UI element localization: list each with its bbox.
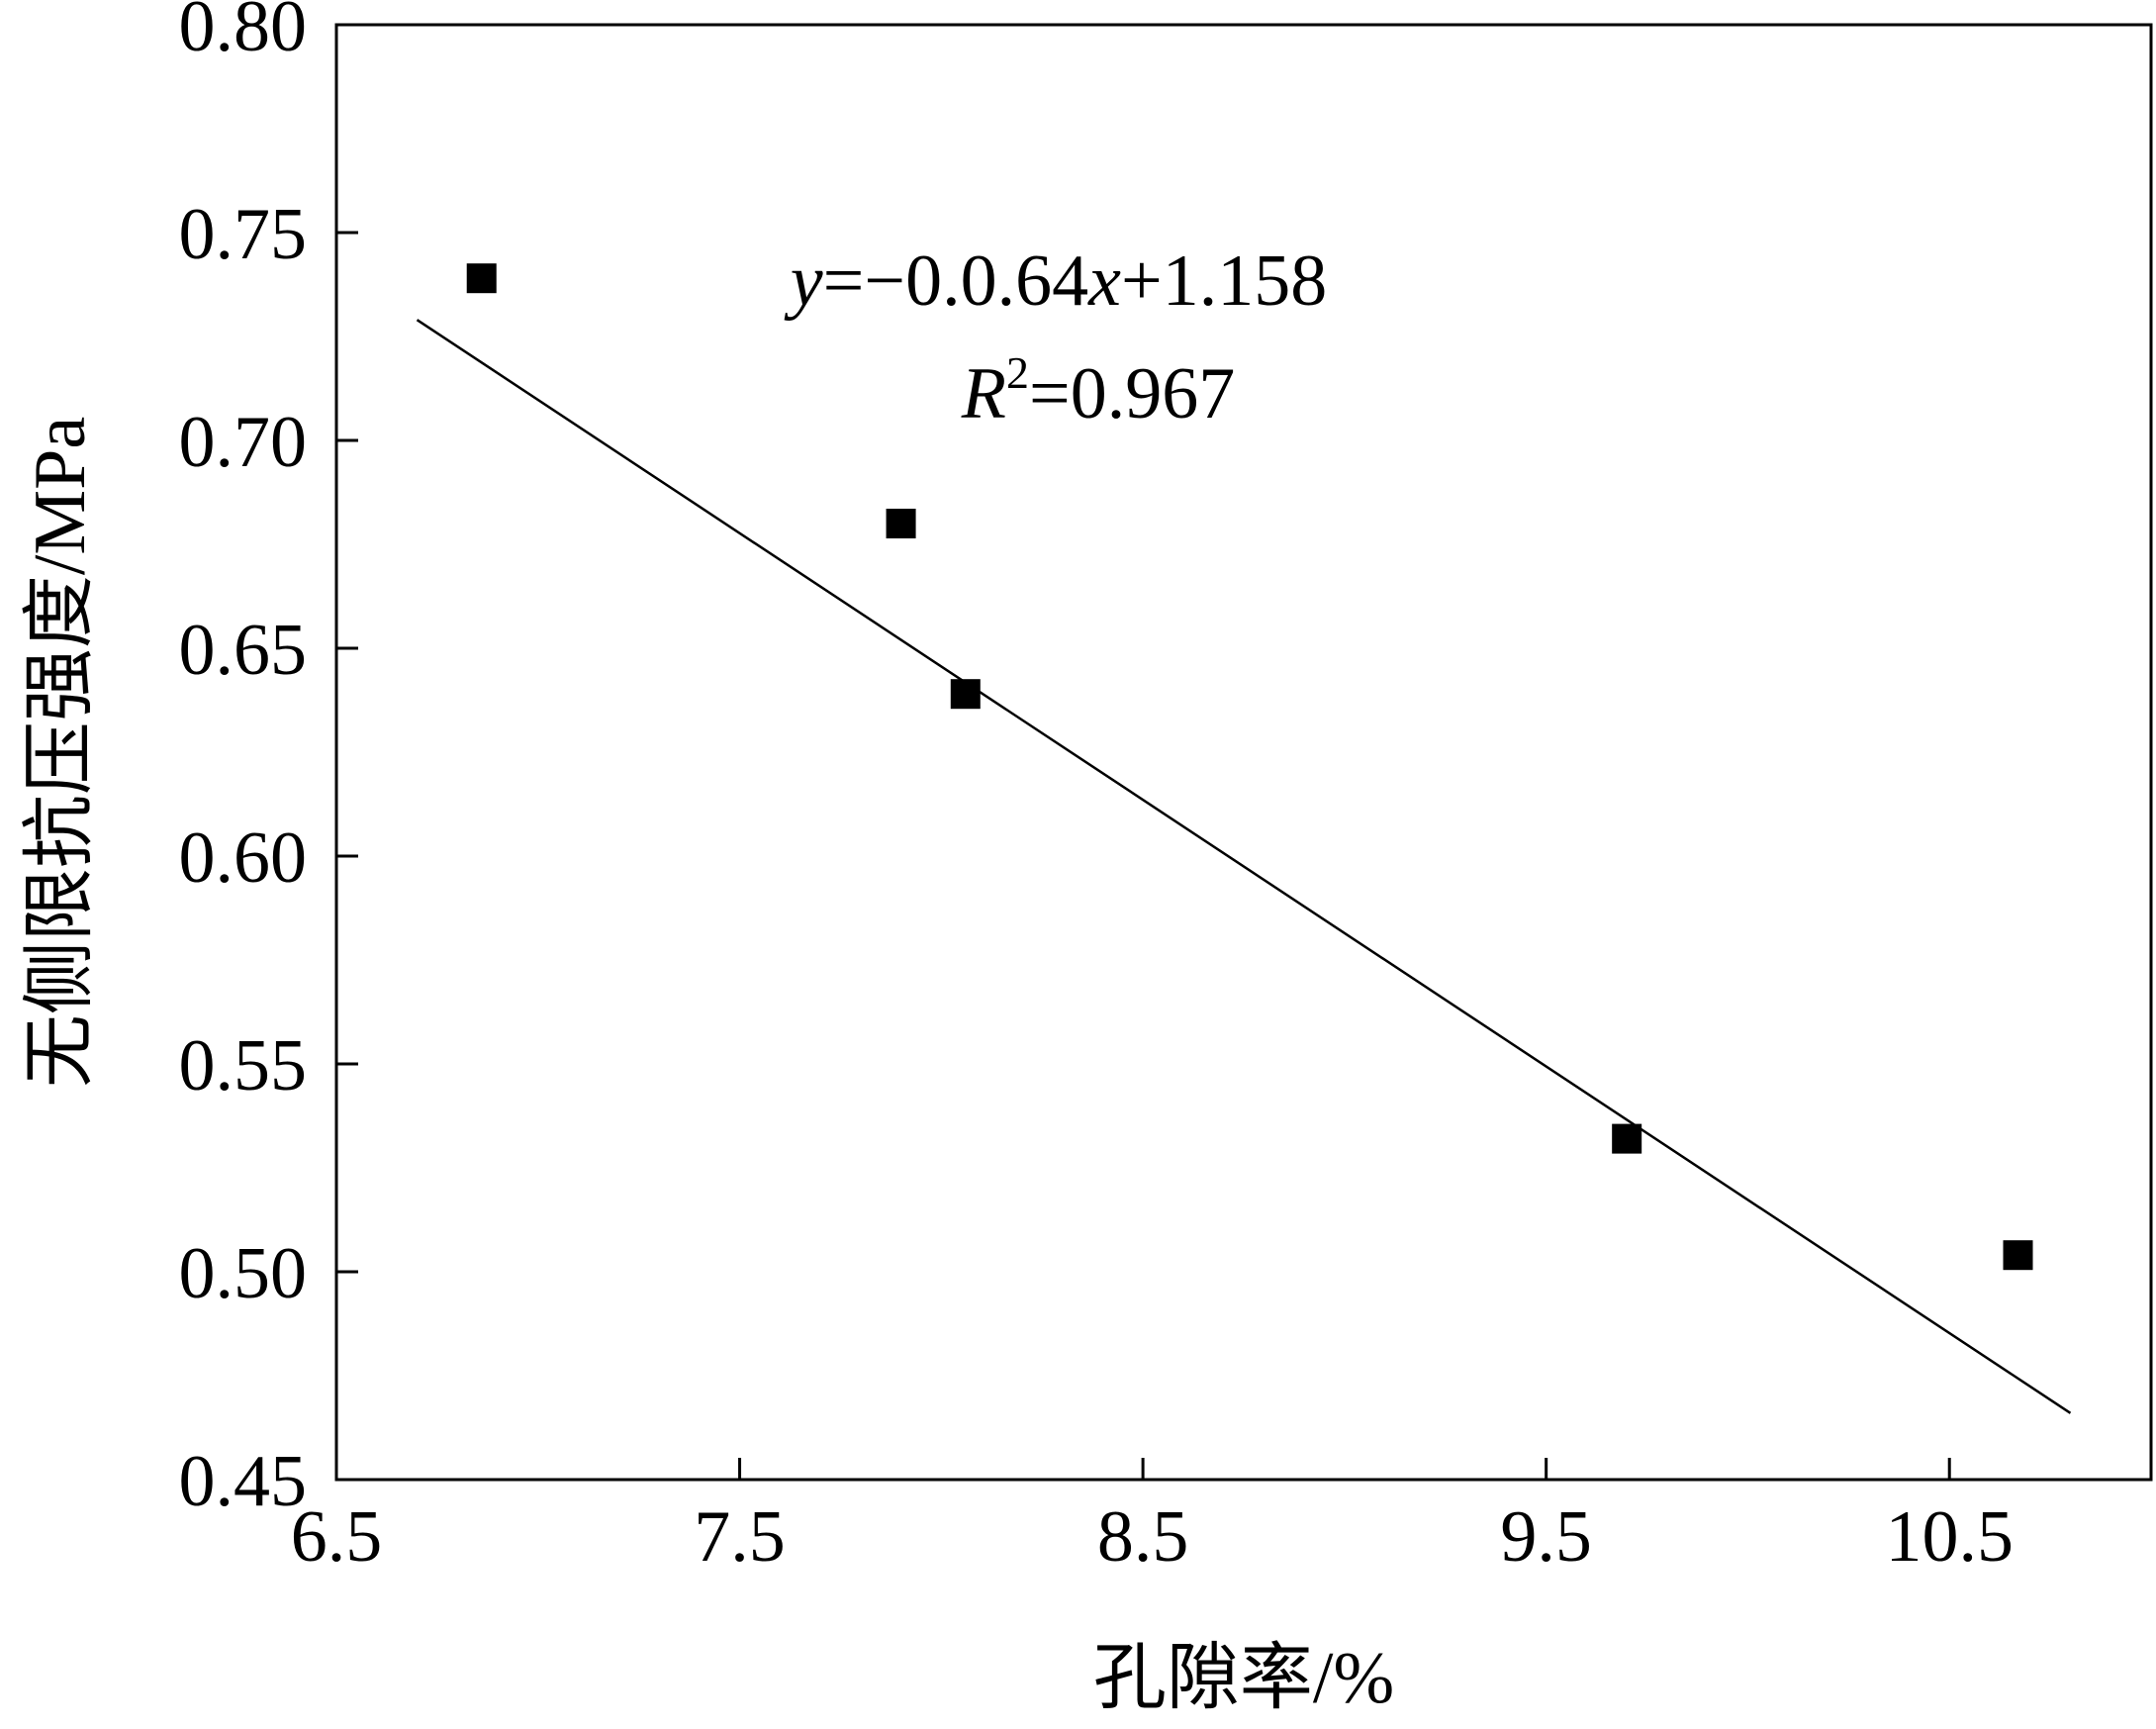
r-squared-sup: 2 bbox=[1006, 347, 1029, 398]
x-tick-label: 9.5 bbox=[1500, 1496, 1592, 1578]
fit-line bbox=[416, 319, 2072, 1414]
r-squared-value: =0.967 bbox=[1029, 353, 1235, 434]
x-axis: 6.5 7.5 8.5 9.5 10.5 bbox=[291, 1458, 2014, 1578]
y-axis-title: 无侧限抗压强度/MPa bbox=[20, 417, 101, 1088]
equation-y-var: y bbox=[784, 240, 823, 322]
data-point bbox=[950, 679, 981, 710]
x-tick-label: 6.5 bbox=[291, 1496, 383, 1578]
equation-x-var: x bbox=[1087, 240, 1121, 322]
r-squared-text: R2=0.967 bbox=[961, 347, 1235, 434]
x-axis-title: 孔隙率/% bbox=[1093, 1638, 1394, 1719]
equation-text: y=−0.0.64x+1.158 bbox=[784, 240, 1327, 322]
y-tick-label: 0.75 bbox=[179, 194, 308, 275]
y-tick-label: 0.80 bbox=[179, 0, 308, 67]
x-tick-label: 7.5 bbox=[694, 1496, 786, 1578]
y-tick-label: 0.65 bbox=[179, 610, 308, 691]
data-points bbox=[466, 263, 2033, 1271]
r-squared-var: R bbox=[961, 353, 1006, 434]
fit-line-group bbox=[416, 319, 2072, 1414]
data-point bbox=[886, 509, 916, 538]
y-tick-label: 0.70 bbox=[179, 402, 308, 483]
y-axis: 0.45 0.50 0.55 0.60 0.65 0.70 0.75 0.80 bbox=[179, 0, 358, 1522]
y-tick-label: 0.45 bbox=[179, 1441, 308, 1522]
equation-mid: =−0.0.64 bbox=[823, 240, 1088, 322]
data-point bbox=[466, 263, 497, 294]
y-tick-label: 0.55 bbox=[179, 1025, 308, 1106]
y-tick-label: 0.60 bbox=[179, 817, 308, 899]
x-tick-label: 8.5 bbox=[1097, 1496, 1189, 1578]
x-tick-label: 10.5 bbox=[1885, 1496, 2014, 1578]
y-tick-label: 0.50 bbox=[179, 1233, 308, 1314]
plot-frame bbox=[334, 23, 2153, 1482]
data-point bbox=[1612, 1123, 1642, 1154]
equation-tail: +1.158 bbox=[1121, 240, 1327, 322]
data-point bbox=[2003, 1240, 2033, 1271]
